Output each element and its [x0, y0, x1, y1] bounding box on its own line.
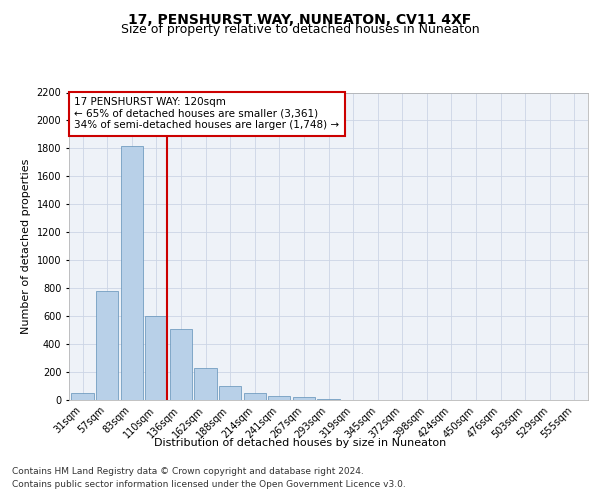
Text: 17, PENSHURST WAY, NUNEATON, CV11 4XF: 17, PENSHURST WAY, NUNEATON, CV11 4XF [128, 12, 472, 26]
Text: Contains HM Land Registry data © Crown copyright and database right 2024.: Contains HM Land Registry data © Crown c… [12, 468, 364, 476]
Text: Contains public sector information licensed under the Open Government Licence v3: Contains public sector information licen… [12, 480, 406, 489]
Bar [293, 397, 315, 400]
Bar [219, 386, 241, 400]
Bar [96, 291, 118, 400]
Text: Size of property relative to detached houses in Nuneaton: Size of property relative to detached ho… [121, 24, 479, 36]
Bar [145, 316, 167, 400]
Text: Distribution of detached houses by size in Nuneaton: Distribution of detached houses by size … [154, 438, 446, 448]
Bar [121, 146, 143, 400]
Bar [71, 393, 94, 400]
Bar [244, 393, 266, 400]
Bar [194, 368, 217, 400]
Bar [170, 328, 192, 400]
Bar [268, 396, 290, 400]
Text: 17 PENSHURST WAY: 120sqm
← 65% of detached houses are smaller (3,361)
34% of sem: 17 PENSHURST WAY: 120sqm ← 65% of detach… [74, 97, 340, 130]
Y-axis label: Number of detached properties: Number of detached properties [21, 158, 31, 334]
